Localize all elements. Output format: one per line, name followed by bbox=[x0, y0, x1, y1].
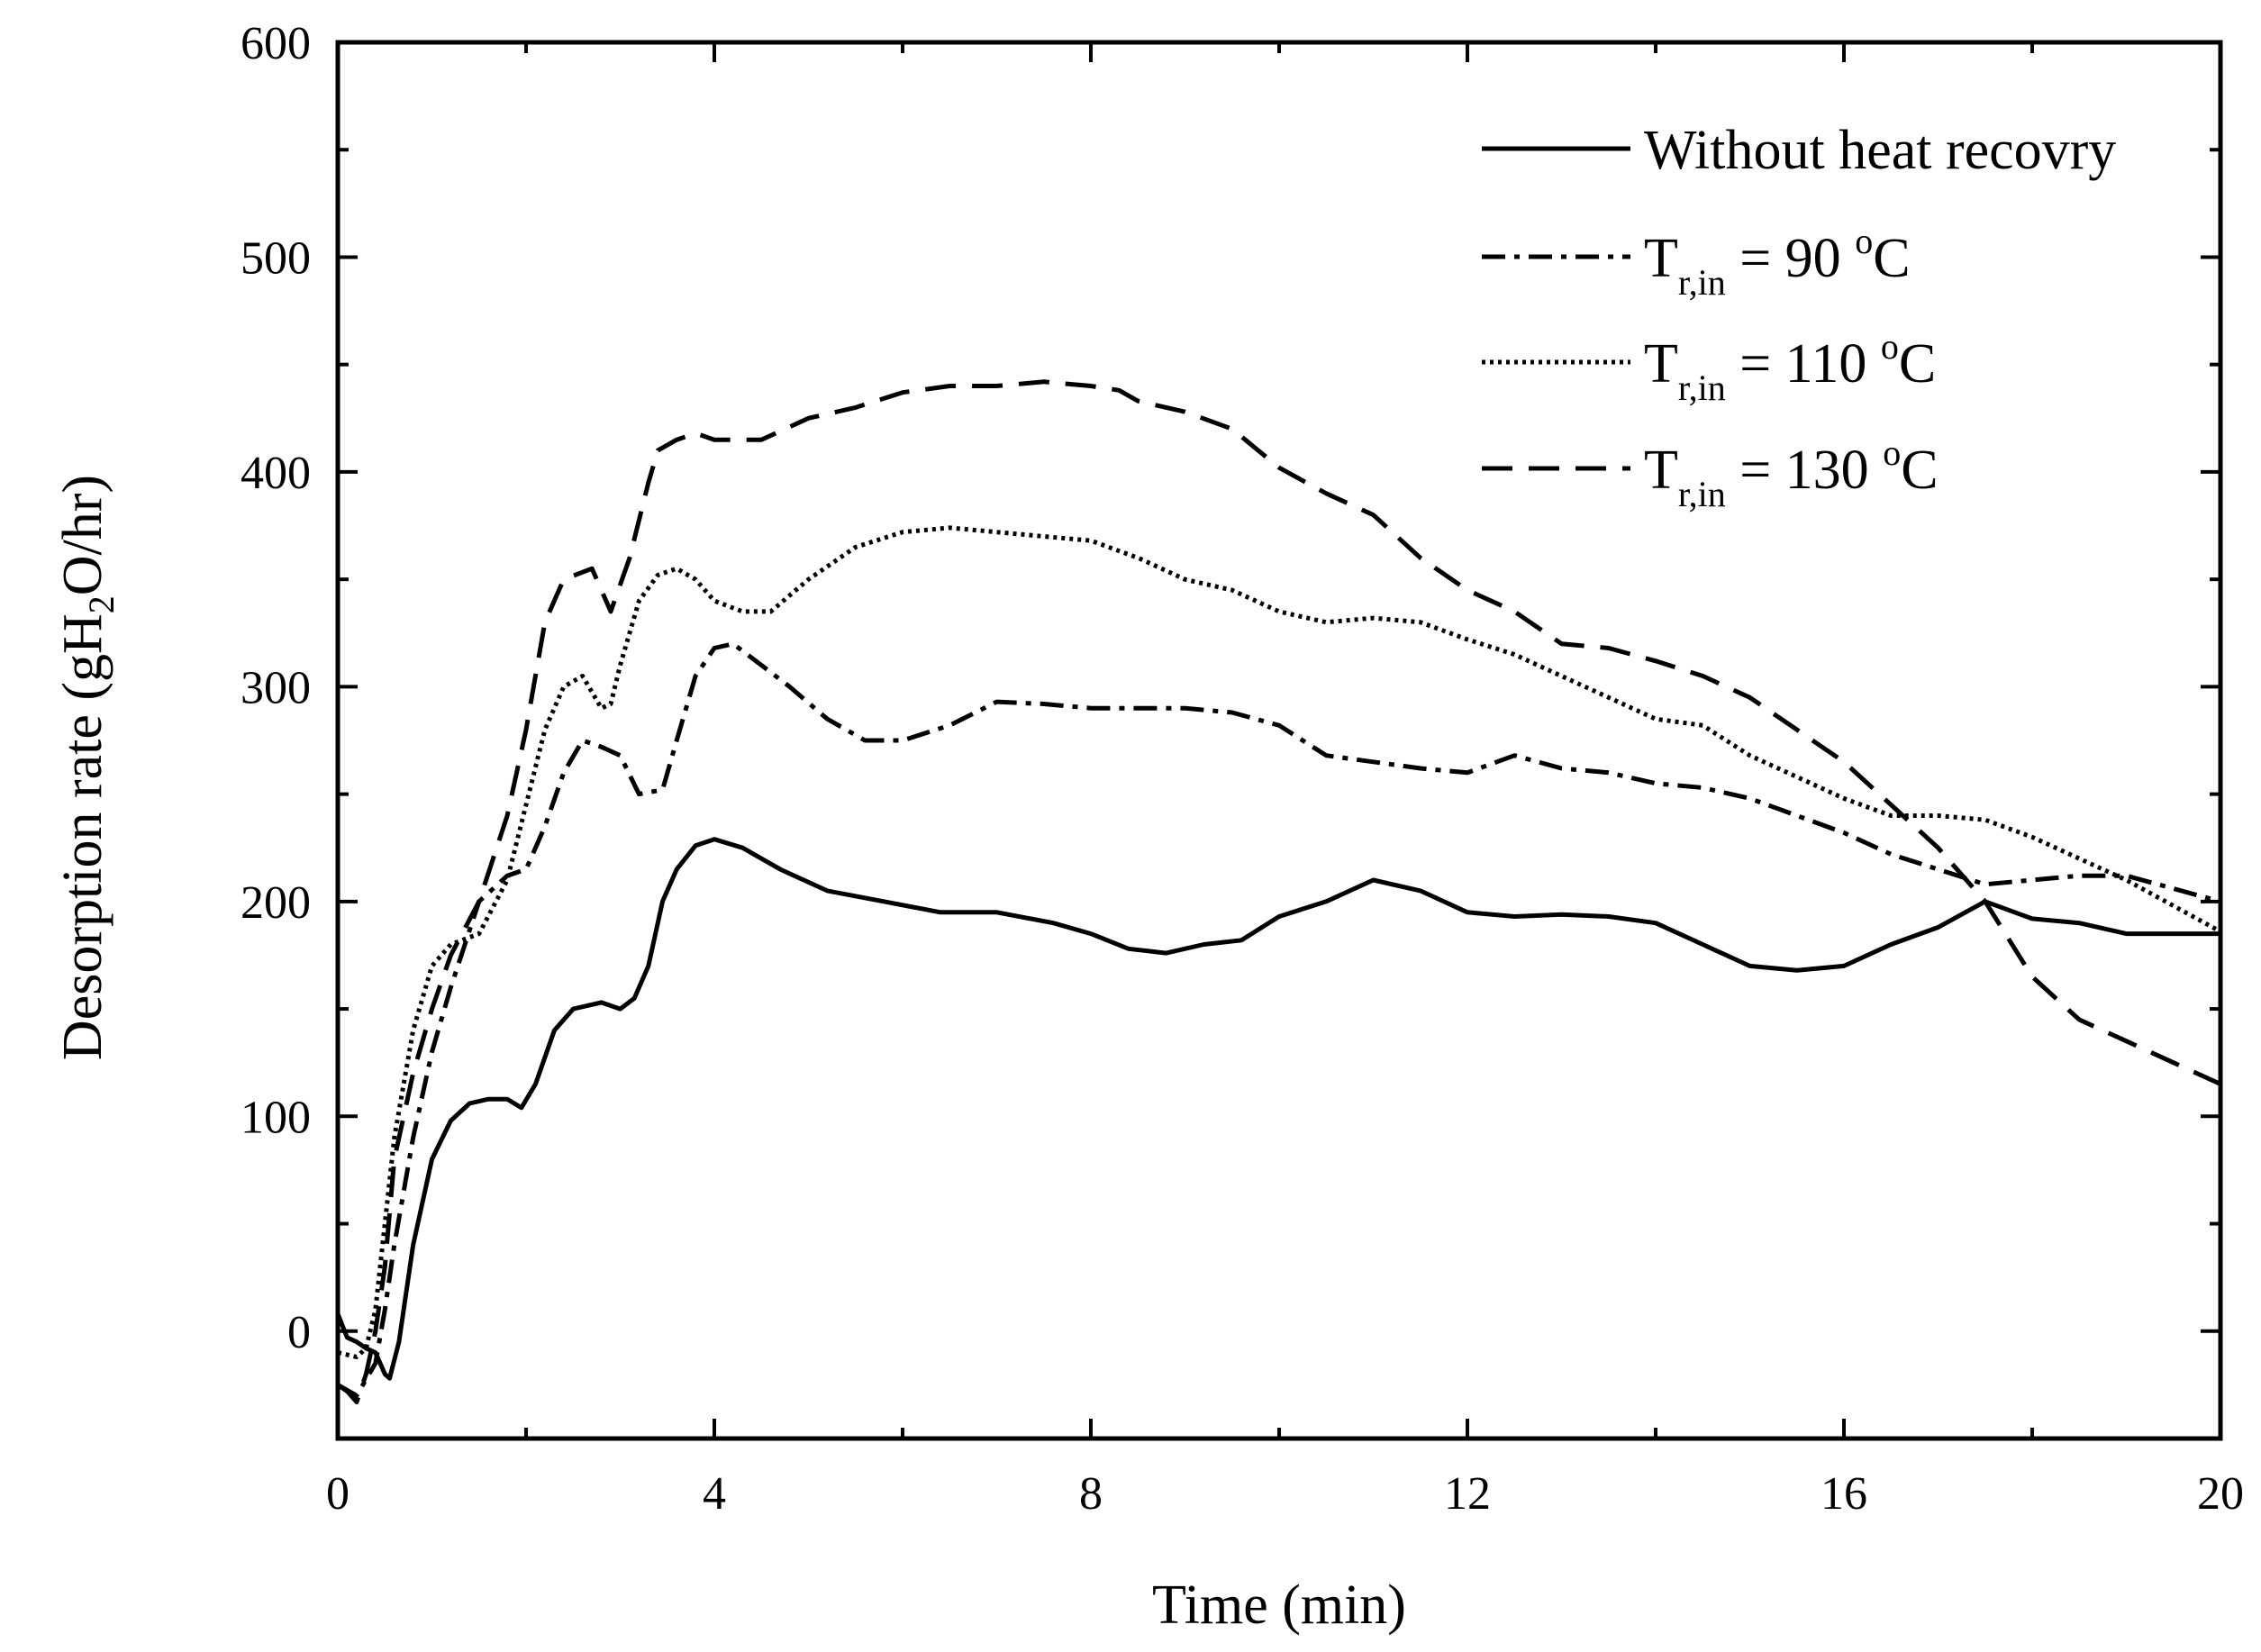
legend-superscript: o bbox=[1855, 221, 1873, 261]
x-tick-label: 16 bbox=[1821, 1468, 1867, 1520]
legend-subscript: r,in bbox=[1678, 368, 1726, 408]
legend-rest: = 90 bbox=[1726, 228, 1855, 289]
x-tick-label: 4 bbox=[703, 1468, 726, 1520]
series-lines bbox=[335, 379, 2222, 1404]
y-tick-label: 400 bbox=[241, 448, 311, 499]
legend-unit: C bbox=[1873, 228, 1910, 289]
series-line-2 bbox=[337, 525, 2222, 1359]
plot-frame bbox=[335, 40, 2223, 1441]
legend-main: T bbox=[1644, 333, 1678, 395]
x-tick-label: 12 bbox=[1444, 1468, 1491, 1520]
legend-label-0: Without heat recovry bbox=[1644, 120, 2116, 181]
legend-main: T bbox=[1644, 228, 1678, 289]
x-axis-title: Time (min) bbox=[1152, 1575, 1406, 1636]
legend-rest: = 110 bbox=[1726, 333, 1881, 395]
legend-rest: = 130 bbox=[1726, 440, 1883, 501]
series-line-3 bbox=[336, 379, 2222, 1404]
y-axis-title-suffix: O/hr) bbox=[52, 475, 114, 595]
y-tick-label: 600 bbox=[241, 18, 311, 69]
legend-superscript: o bbox=[1883, 432, 1901, 473]
y-tick-label: 300 bbox=[241, 662, 311, 713]
legend-superscript: o bbox=[1881, 326, 1899, 367]
x-tick-label: 0 bbox=[326, 1468, 350, 1520]
legend-label-1: Tr,in = 90 oC bbox=[1644, 221, 1911, 303]
legend-main: T bbox=[1644, 440, 1678, 501]
y-tick-label: 0 bbox=[287, 1307, 311, 1358]
y-tick-label: 500 bbox=[241, 232, 311, 284]
series-line-0 bbox=[335, 837, 2220, 1381]
legend-unit: C bbox=[1899, 333, 1936, 395]
legend-subscript: r,in bbox=[1678, 474, 1726, 514]
legend-label-3: Tr,in = 130 oC bbox=[1644, 432, 1939, 514]
legend-unit: C bbox=[1901, 440, 1938, 501]
legend-subscript: r,in bbox=[1678, 262, 1726, 303]
x-tick-label: 8 bbox=[1079, 1468, 1103, 1520]
y-tick-label: 200 bbox=[241, 877, 311, 929]
y-axis-title: Desorption rate (gH2O/hr) bbox=[52, 475, 122, 1060]
y-axis-title-subscript: 2 bbox=[81, 595, 122, 613]
x-tick-label: 20 bbox=[2197, 1468, 2244, 1520]
y-axis-title-prefix: Desorption rate (gH bbox=[52, 613, 114, 1060]
legend-label-2: Tr,in = 110 oC bbox=[1644, 326, 1936, 408]
legend-main: Without heat recovry bbox=[1644, 120, 2116, 181]
y-tick-label: 100 bbox=[241, 1092, 311, 1143]
